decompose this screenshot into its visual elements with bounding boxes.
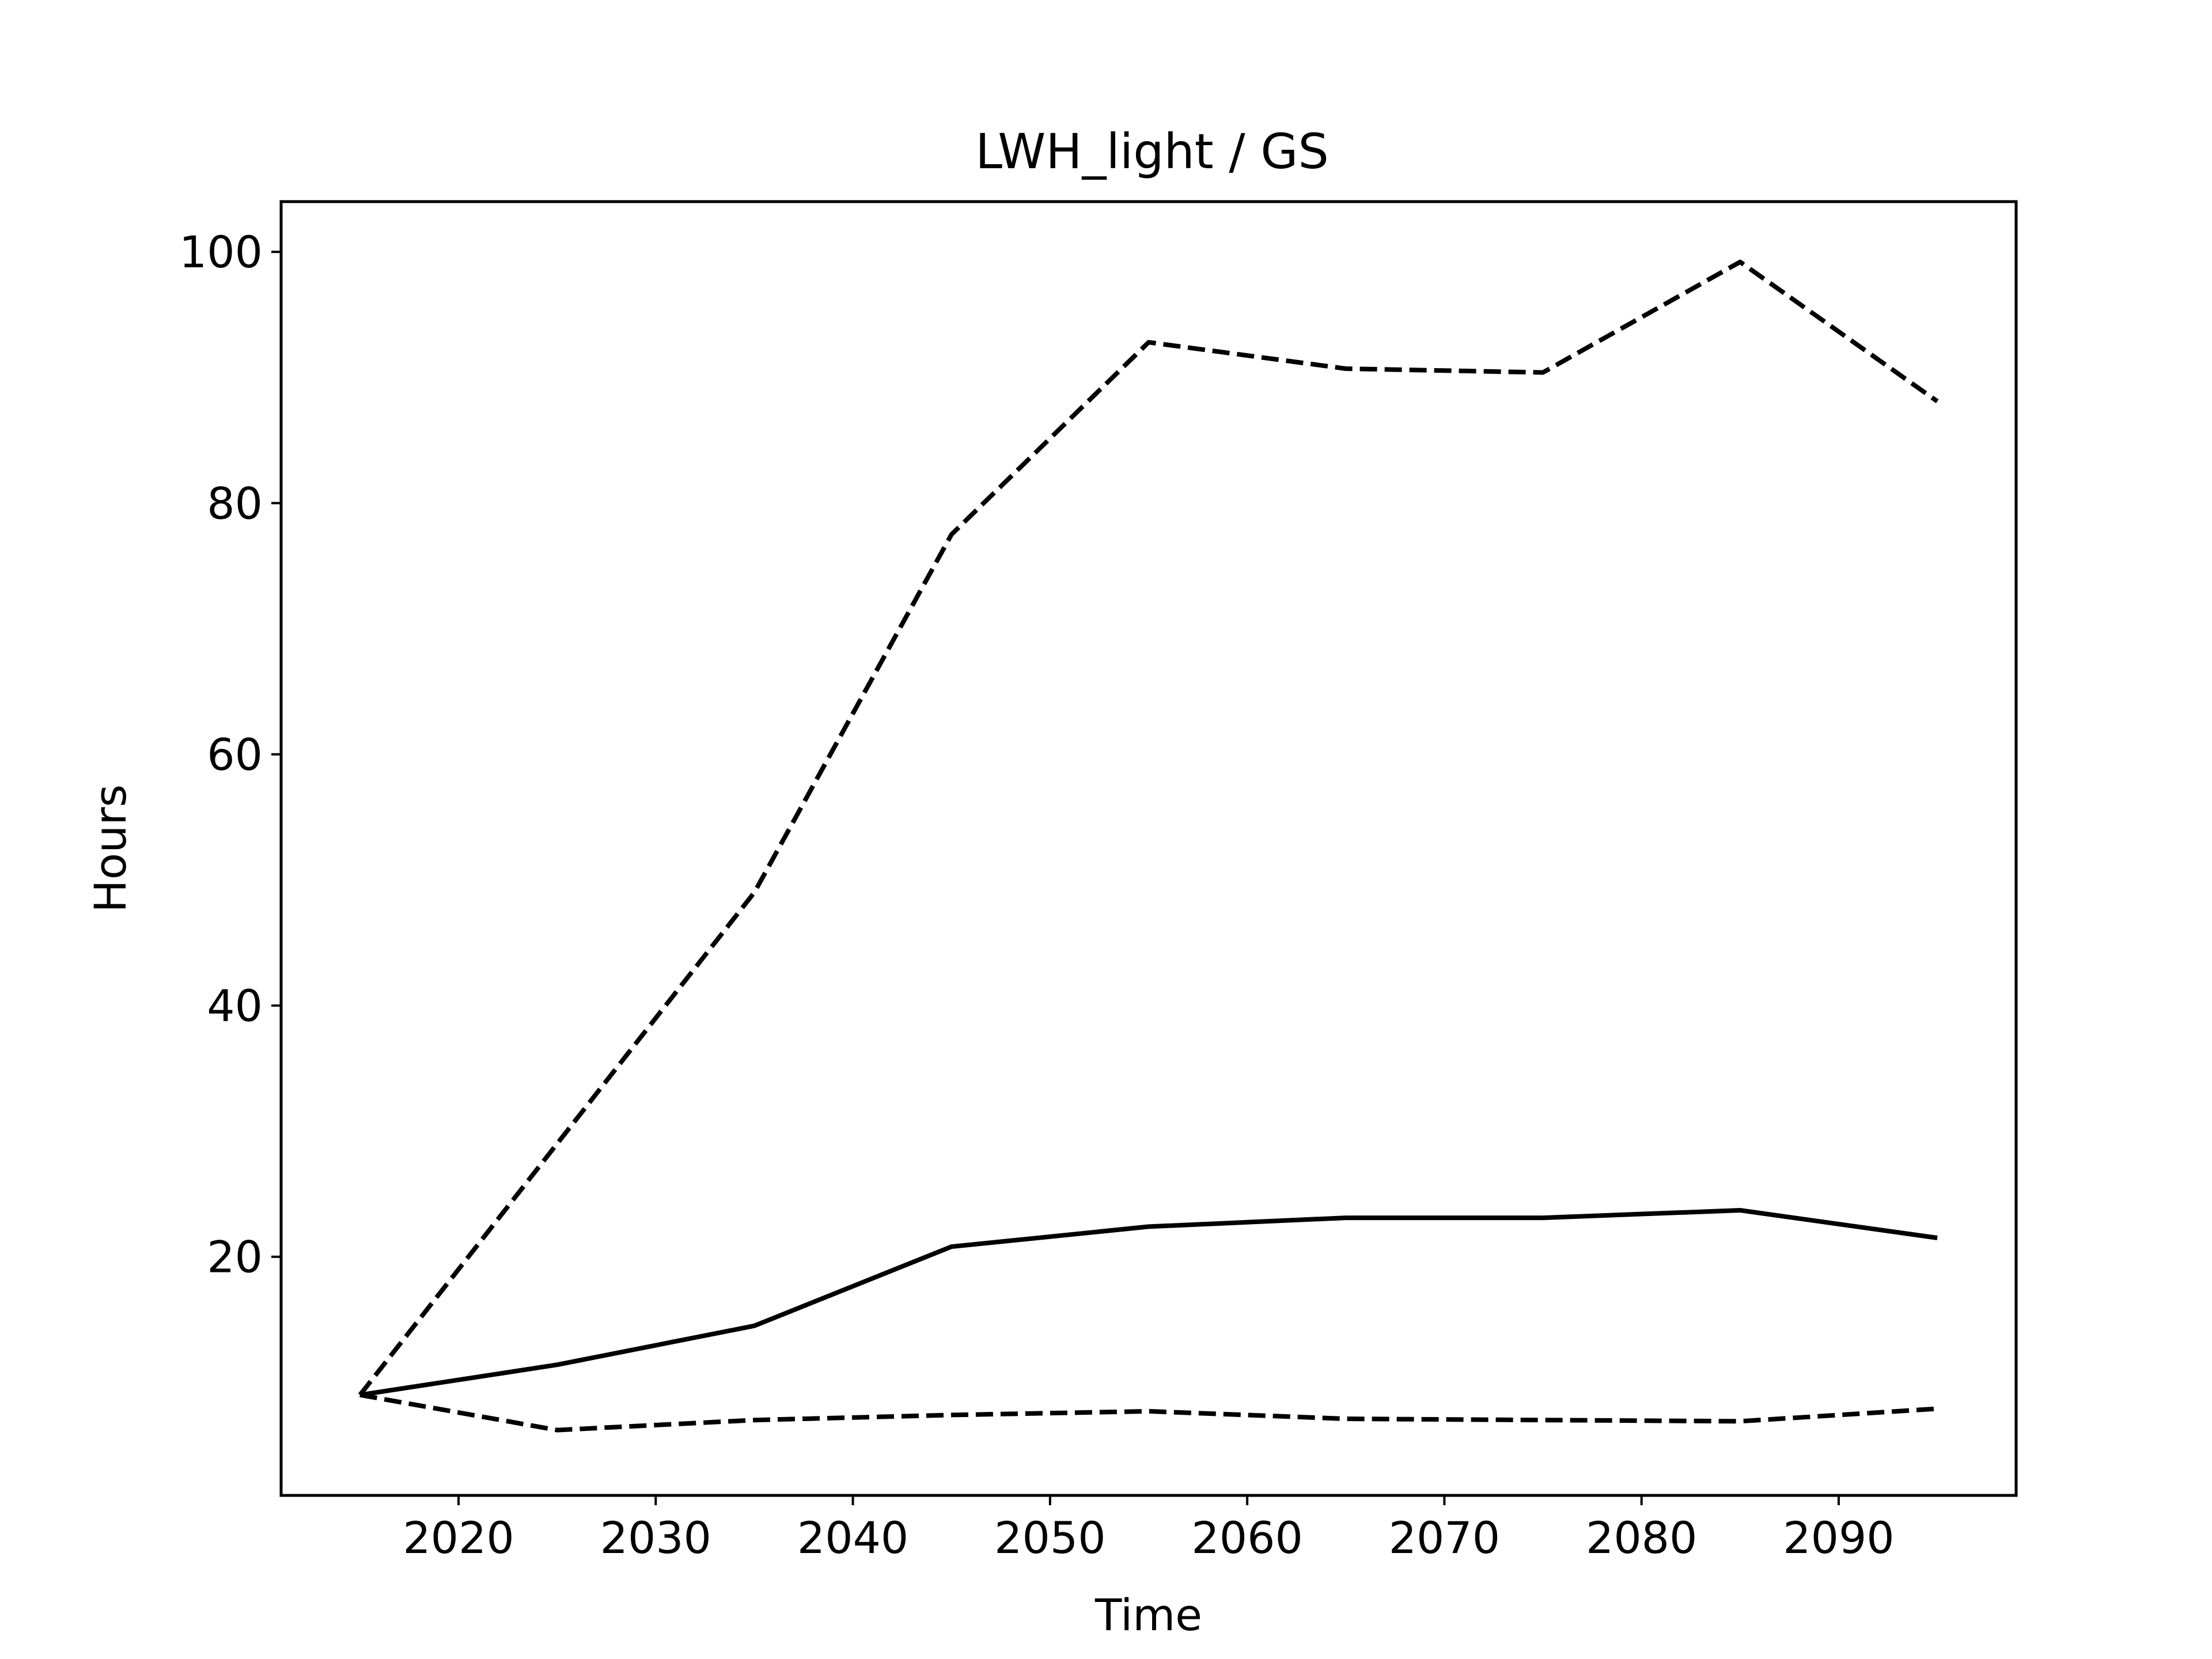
x-tick-label: 2020	[403, 1512, 514, 1563]
series-layer	[358, 259, 1939, 1433]
plot-frame	[279, 200, 2018, 1497]
y-axis: 20 40 60 80 100	[179, 226, 281, 1283]
y-tick-label: 80	[207, 478, 263, 529]
y-tick-label: 20	[207, 1232, 263, 1283]
series-upper-dashed-line	[358, 259, 1939, 1397]
chart-title: LWH_light / GS	[975, 123, 1329, 180]
x-axis-label: Time	[1094, 1589, 1202, 1641]
y-tick-label: 40	[207, 980, 263, 1032]
y-tick-label: 100	[179, 226, 263, 278]
x-tick-label: 2070	[1389, 1512, 1500, 1563]
series-lower-dashed-line	[359, 1392, 1938, 1433]
x-axis: 2020 2030 2040 2050 2060 2070 2080 2090	[403, 1495, 1895, 1563]
series-median-line	[359, 1208, 1938, 1397]
x-tick-label: 2040	[797, 1512, 908, 1563]
x-tick-label: 2080	[1586, 1512, 1697, 1563]
x-tick-label: 2090	[1783, 1512, 1894, 1563]
y-tick-label: 60	[207, 729, 263, 780]
x-tick-label: 2060	[1191, 1512, 1302, 1563]
y-axis-label: Hours	[85, 785, 136, 913]
x-tick-label: 2050	[994, 1512, 1105, 1563]
x-tick-label: 2030	[600, 1512, 711, 1563]
